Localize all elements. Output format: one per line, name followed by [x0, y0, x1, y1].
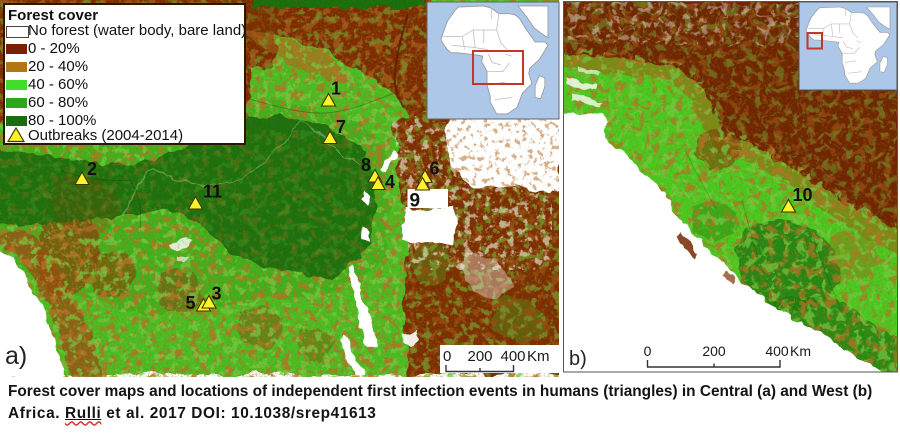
svg-text:2: 2 [87, 159, 97, 179]
svg-text:Km: Km [527, 348, 550, 365]
svg-text:4: 4 [385, 172, 395, 192]
svg-text:a): a) [5, 342, 27, 370]
svg-text:6: 6 [430, 159, 440, 179]
svg-text:7: 7 [336, 117, 346, 137]
svg-text:11: 11 [203, 182, 222, 202]
svg-text:200: 200 [702, 343, 726, 359]
svg-text:0: 0 [443, 348, 451, 365]
svg-text:400: 400 [765, 343, 789, 359]
svg-text:3: 3 [212, 284, 222, 304]
svg-text:400: 400 [500, 348, 525, 365]
svg-text:5: 5 [186, 293, 196, 313]
svg-text:0: 0 [644, 343, 652, 359]
svg-text:b): b) [569, 348, 587, 370]
svg-text:9: 9 [410, 191, 421, 212]
svg-text:200: 200 [467, 348, 492, 365]
svg-text:1: 1 [331, 79, 341, 99]
svg-text:8: 8 [361, 155, 371, 175]
svg-text:10: 10 [793, 185, 813, 205]
svg-text:Km: Km [790, 343, 811, 359]
